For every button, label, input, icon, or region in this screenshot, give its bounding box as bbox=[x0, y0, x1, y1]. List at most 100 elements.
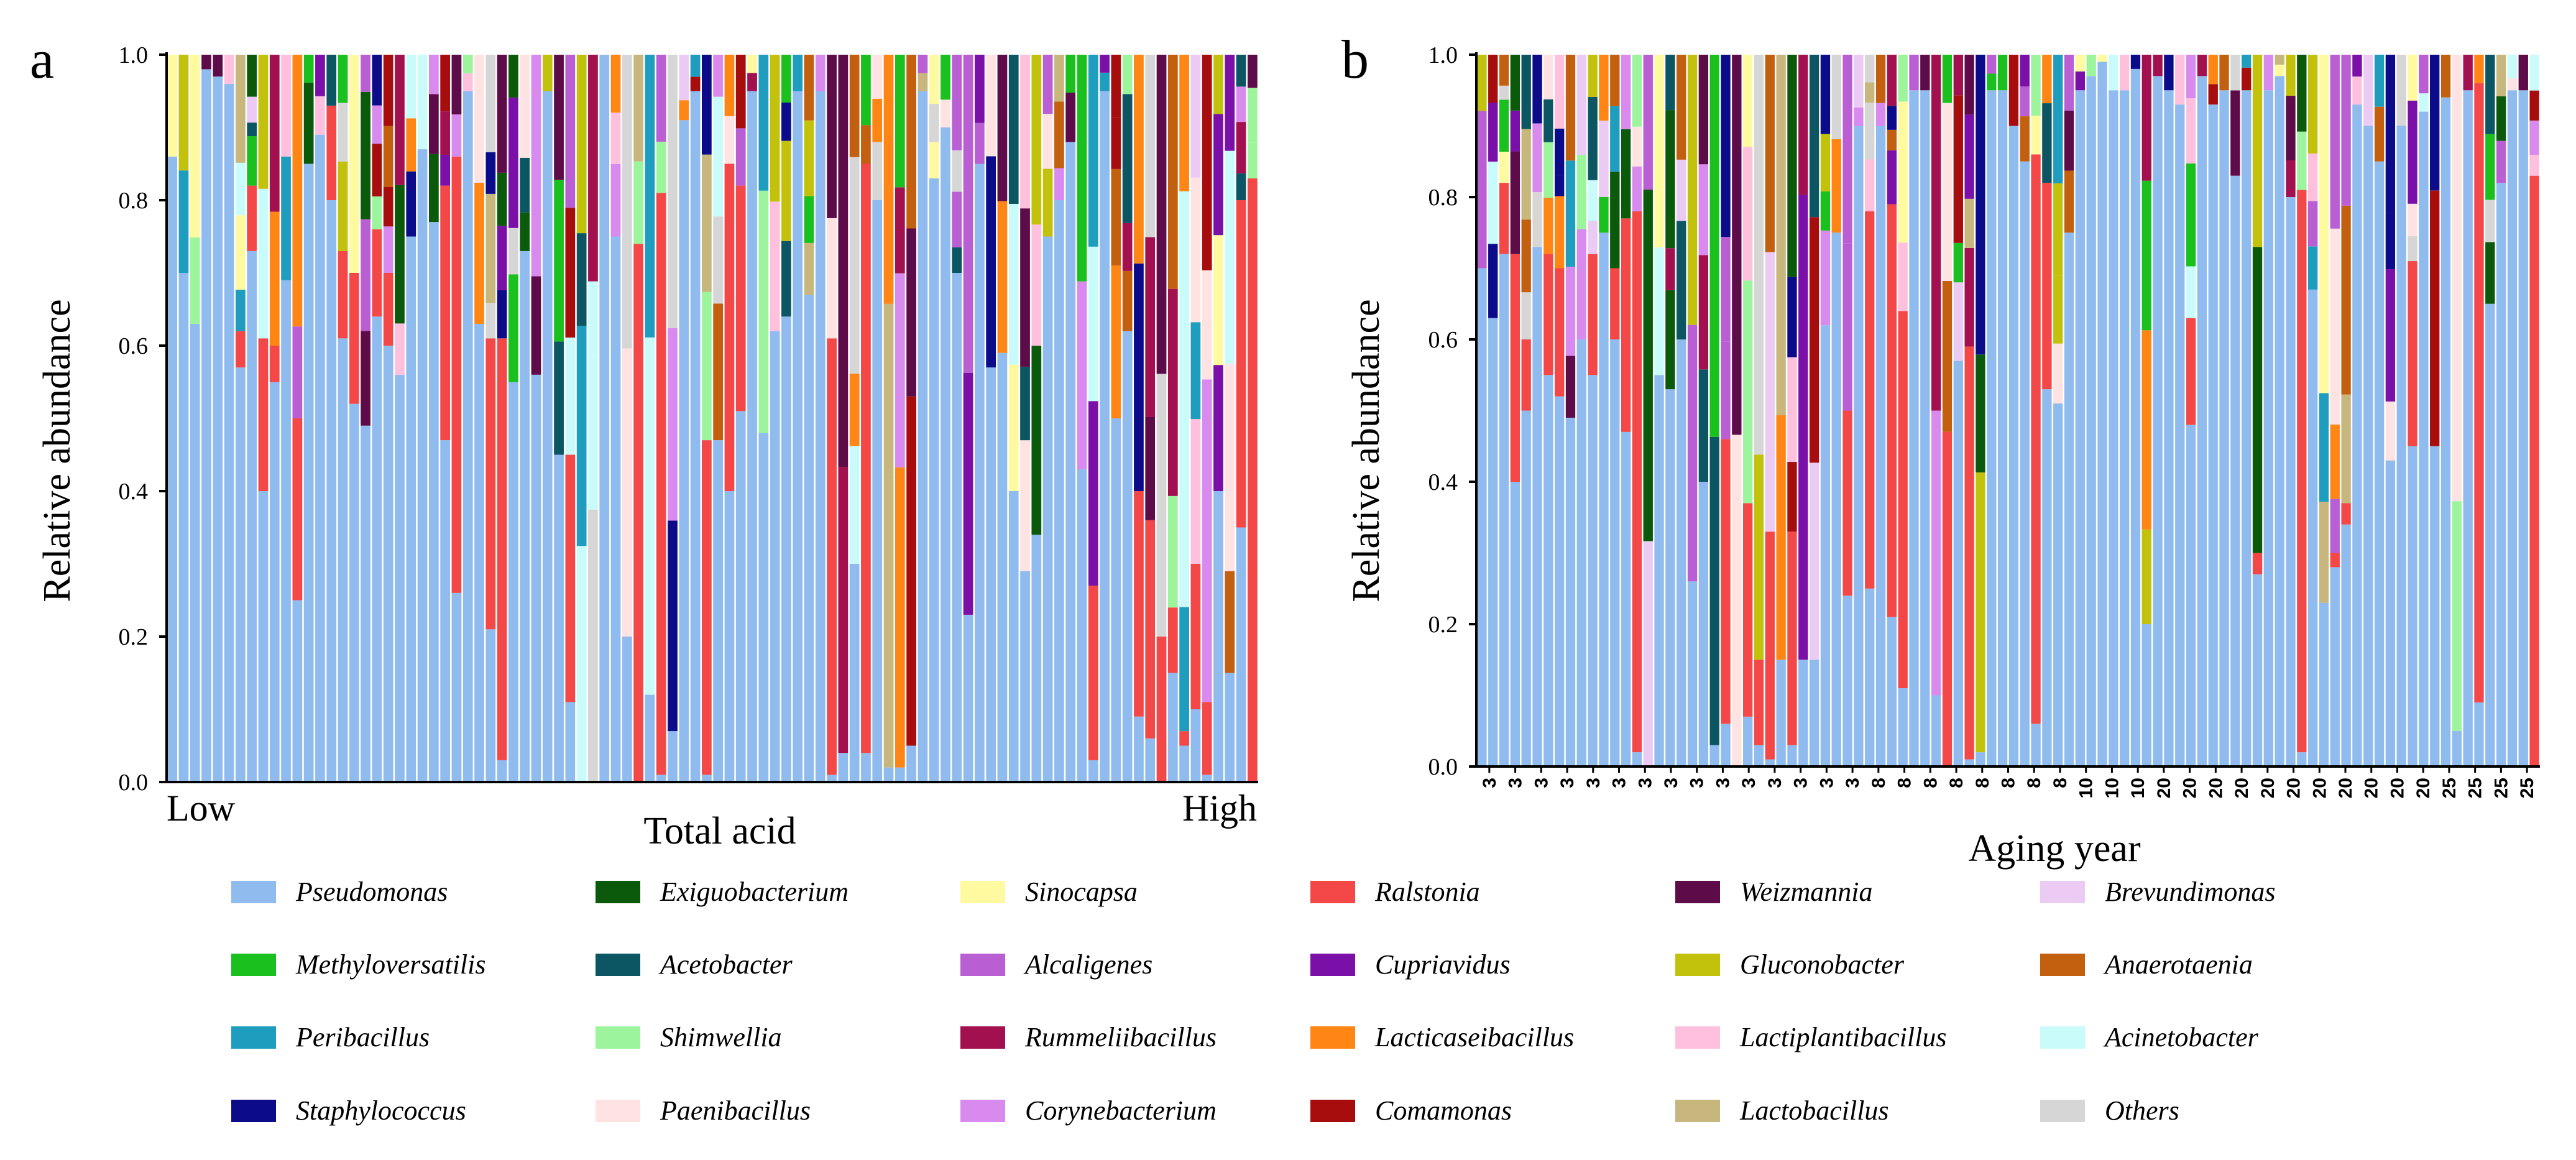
y-tick-label: 0.4 bbox=[119, 479, 149, 505]
bar-segment-acetobacter bbox=[326, 55, 337, 106]
bar-segment-pseudomonas bbox=[2208, 104, 2218, 766]
bar-segment-pseudomonas bbox=[1065, 142, 1076, 782]
bar-segment-exiguobacterium bbox=[1665, 110, 1675, 249]
legend-swatch bbox=[2040, 881, 2085, 903]
bar-segment-pseudomonas bbox=[1510, 482, 1520, 766]
bar-segment-shimwellia bbox=[1743, 280, 1753, 504]
bar-segment-staphylococcus bbox=[986, 156, 996, 368]
x-tick-label: 20 bbox=[2284, 778, 2304, 798]
bar-segment-pseudomonas bbox=[236, 367, 246, 782]
bar-segment-comamonas bbox=[1111, 117, 1121, 169]
bar-segment-others bbox=[1156, 374, 1167, 637]
bar-segment-pseudomonas bbox=[315, 134, 325, 783]
bar-segment-pseudomonas bbox=[1236, 527, 1246, 782]
bar-segment-pseudomonas bbox=[668, 731, 678, 782]
bar-segment-exiguobacterium bbox=[1031, 346, 1042, 535]
bar-segment-pseudomonas bbox=[2186, 425, 2196, 766]
bar-segment-shimwellia bbox=[758, 190, 769, 433]
bar-segment-methyloversatilis bbox=[895, 55, 905, 188]
bar-segment-pseudomonas bbox=[941, 127, 950, 782]
bar-segment-exiguobacterium bbox=[303, 82, 314, 164]
bar-segment-pseudomonas bbox=[1555, 396, 1565, 766]
bar-segment-alcaligenes bbox=[2330, 499, 2340, 553]
bar-segment-pseudomonas bbox=[1145, 738, 1156, 782]
bar-segment-pseudomonas bbox=[1677, 339, 1686, 766]
bar-segment-weizmannia bbox=[1698, 55, 1709, 165]
y-tick-label: 0.2 bbox=[119, 624, 149, 650]
bar-segment-corynebacterium bbox=[1054, 168, 1064, 200]
bar-segment-acinetobacter bbox=[258, 188, 269, 339]
bar-segment-ralstonia bbox=[497, 338, 507, 760]
bar-segment-acinetobacter bbox=[588, 356, 598, 510]
bar-segment-exiguobacterium bbox=[497, 172, 507, 226]
bar-segment-corynebacterium bbox=[895, 273, 905, 467]
bar-segment-acinetobacter bbox=[1008, 203, 1019, 365]
bar-segment-exiguobacterium bbox=[1510, 55, 1520, 111]
bar-segment-gluconobacter bbox=[178, 55, 189, 171]
bar-segment-pseudomonas bbox=[1754, 745, 1764, 766]
bar-segment-peribacillus bbox=[2242, 55, 2252, 68]
bar-segment-lactobacillus bbox=[883, 303, 894, 474]
bar-segment-rummeliibacillus bbox=[895, 187, 905, 274]
bar-segment-pseudomonas bbox=[269, 382, 280, 782]
bar-segment-sinocapsa bbox=[929, 55, 939, 76]
bar-segment-sinocapsa bbox=[1898, 101, 1908, 243]
legend-swatch bbox=[1310, 1026, 1355, 1049]
bar-segment-staphylococcus bbox=[1787, 277, 1797, 357]
bar-segment-lactobacillus bbox=[918, 73, 928, 91]
bar-segment-brevundimonas bbox=[247, 96, 257, 123]
bar-segment-pseudomonas bbox=[838, 753, 849, 782]
bar-segment-paenibacillus bbox=[474, 55, 484, 183]
panel-a-bars bbox=[167, 55, 1258, 783]
bar-segment-pseudomonas bbox=[1031, 535, 1042, 782]
bar-segment-pseudomonas bbox=[531, 374, 541, 782]
bar-segment-acetobacter bbox=[781, 241, 791, 317]
bar-segment-pseudomonas bbox=[303, 163, 314, 782]
bar-segment-lacticaseibacillus bbox=[997, 201, 1008, 353]
bar-segment-exiguobacterium bbox=[2297, 55, 2307, 132]
bar-segment-pseudomonas bbox=[2219, 90, 2229, 766]
bar-segment-pseudomonas bbox=[1709, 745, 1719, 766]
bar-segment-corynebacterium bbox=[1621, 55, 1631, 129]
panel-b-letter: b bbox=[1341, 30, 1369, 90]
bar-segment-lactiplantibacillus bbox=[2307, 153, 2318, 201]
bar-segment-brevundimonas bbox=[1854, 55, 1864, 108]
legend-swatch bbox=[231, 1100, 276, 1122]
x-tick-label: 8 bbox=[1920, 778, 1941, 788]
bar-segment-pseudomonas bbox=[2518, 90, 2528, 766]
bar-segment-pseudomonas bbox=[1532, 247, 1542, 766]
y-tick-label: 0.0 bbox=[119, 770, 149, 796]
bar-segment-rummeliibacillus bbox=[588, 55, 598, 282]
bar-segment-comamonas bbox=[1787, 462, 1797, 532]
bar-segment-anaerotaenia bbox=[861, 125, 871, 164]
bar-segment-others bbox=[1865, 103, 1875, 160]
bar-segment-pseudomonas bbox=[2452, 730, 2462, 766]
bar-segment-shimwellia bbox=[2031, 55, 2041, 116]
bar-segment-pseudomonas bbox=[690, 91, 701, 782]
bar-segment-comamonas bbox=[1953, 95, 1963, 243]
x-tick-label: 3 bbox=[1661, 778, 1681, 788]
bar-segment-anaerotaenia bbox=[906, 55, 916, 229]
bar-segment-sinocapsa bbox=[1008, 364, 1019, 491]
legend-swatch bbox=[960, 954, 1005, 976]
bar-segment-pseudomonas bbox=[2164, 90, 2174, 766]
bar-segment-alcaligenes bbox=[361, 55, 370, 92]
legend-label: Anaerotaenia bbox=[2103, 949, 2253, 980]
bar-segment-paenibacillus bbox=[2330, 228, 2340, 425]
bar-segment-alcaligenes bbox=[2419, 55, 2429, 94]
bar-segment-ralstonia bbox=[440, 185, 451, 441]
bar-segment-pseudomonas bbox=[2141, 624, 2151, 766]
bar-segment-lacticaseibacillus bbox=[2474, 55, 2484, 83]
bar-segment-paenibacillus bbox=[2385, 401, 2396, 461]
legend-label: Staphylococcus bbox=[296, 1095, 466, 1126]
bar-segment-ralstonia bbox=[1621, 218, 1631, 432]
bar-segment-rummeliibacillus bbox=[1931, 55, 1941, 411]
bar-segment-staphylococcus bbox=[668, 520, 678, 732]
bar-segment-lacticaseibacillus bbox=[1555, 196, 1565, 269]
bar-segment-gluconobacter bbox=[1031, 55, 1042, 225]
bar-segment-sinocapsa bbox=[190, 55, 200, 238]
bar-segment-pseudomonas bbox=[190, 323, 200, 782]
x-tick-label: 3 bbox=[1687, 778, 1708, 788]
bar-segment-ralstonia bbox=[1942, 431, 1953, 766]
bar-segment-methyloversatilis bbox=[303, 55, 314, 83]
